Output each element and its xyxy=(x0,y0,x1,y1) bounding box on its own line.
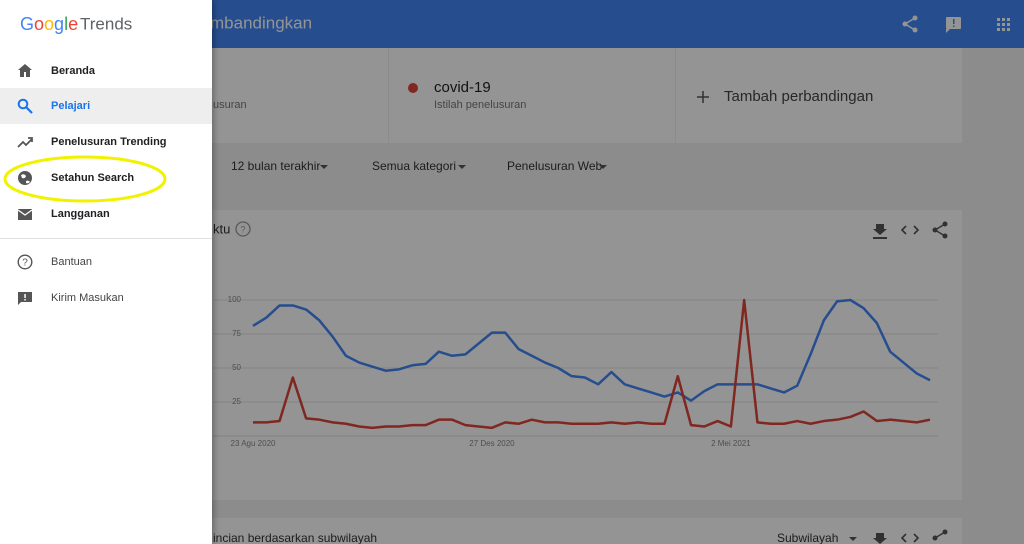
nav-item[interactable]: Setahun Search xyxy=(0,160,212,196)
nav-item[interactable]: Kirim Masukan xyxy=(0,280,212,316)
term-subtitle: usuran xyxy=(213,99,247,111)
plot-area: 25 50 75 100 23 Agu 2020 27 Des 2020 2 Mei 202… xyxy=(213,295,938,448)
share-button[interactable] xyxy=(932,529,948,541)
filter-dropdown[interactable]: Penelusuran Web xyxy=(507,159,603,173)
term-subtitle: Istilah penelusuran xyxy=(434,99,526,111)
logo: Google Trends xyxy=(20,14,132,34)
share-button[interactable] xyxy=(902,15,918,33)
nav-item[interactable]: Pelajari xyxy=(0,88,212,124)
series-line xyxy=(252,298,931,402)
x-tick-label: 23 Agu 2020 xyxy=(231,439,276,448)
nav-drawer: Google Trends Beranda Pelajari Penelusur… xyxy=(0,0,212,544)
globe-icon xyxy=(18,171,32,185)
trending-icon xyxy=(17,137,33,148)
add-comparison[interactable]: Tambah perbandingan xyxy=(724,88,873,105)
logo-brand: Google xyxy=(20,14,78,34)
y-tick-label: 50 xyxy=(232,363,241,372)
x-tick-label: 27 Des 2020 xyxy=(469,439,515,448)
x-tick-label: 2 Mei 2021 xyxy=(711,439,751,448)
feedback-icon xyxy=(18,292,32,305)
feedback-button[interactable] xyxy=(946,17,961,33)
nav-label: Langganan xyxy=(51,208,110,220)
filter-dropdown[interactable]: 12 bulan terakhir xyxy=(231,159,320,173)
dropdown-arrow xyxy=(458,165,466,169)
add-comparison-card[interactable] xyxy=(676,48,962,143)
apps-button[interactable] xyxy=(997,18,1010,31)
term-color xyxy=(408,83,418,93)
share-chart-button[interactable] xyxy=(932,221,948,239)
nav-label: Setahun Search xyxy=(51,172,135,184)
filter-dropdown[interactable]: Semua kategori xyxy=(372,159,456,173)
dropdown-arrow xyxy=(320,165,328,169)
help-icon-glyph: ? xyxy=(240,224,245,234)
download-button[interactable] xyxy=(873,224,887,239)
download-button[interactable] xyxy=(873,533,887,544)
term-card[interactable] xyxy=(389,48,675,143)
mail-icon xyxy=(17,209,33,220)
help-icon[interactable] xyxy=(235,221,251,237)
nav-item[interactable]: Langganan xyxy=(0,196,212,232)
nav-item[interactable]: Penelusuran Trending xyxy=(0,124,212,160)
embed-button[interactable] xyxy=(900,225,920,235)
y-tick-label: 25 xyxy=(232,397,241,406)
subregion-title: incian berdasarkan subwilayah xyxy=(213,531,377,544)
y-tick-label: 75 xyxy=(232,329,241,338)
nav-label: Kirim Masukan xyxy=(51,292,124,304)
y-tick-label: 100 xyxy=(228,295,242,304)
nav-label: Penelusuran Trending xyxy=(51,136,167,148)
dropdown-arrow xyxy=(849,537,857,541)
dropdown-arrow xyxy=(599,165,607,169)
divider xyxy=(0,238,212,239)
series-line xyxy=(253,298,931,430)
nav-item[interactable]: ? Bantuan xyxy=(0,244,212,280)
nav-label: Pelajari xyxy=(51,100,91,112)
page-title: mbandingkan xyxy=(210,13,312,32)
help-icon: ? xyxy=(17,254,33,270)
chart-card xyxy=(200,210,962,500)
term-name: covid-19 xyxy=(434,79,491,96)
nav-label: Bantuan xyxy=(51,256,92,268)
plus-icon xyxy=(697,91,709,103)
svg-text:?: ? xyxy=(22,258,28,269)
embed-button[interactable] xyxy=(900,533,920,543)
nav-label: Beranda xyxy=(51,65,96,77)
chart-card-title: ktu xyxy=(213,221,230,236)
home-icon xyxy=(18,64,32,77)
nav-item[interactable]: Beranda xyxy=(0,53,212,89)
term-card[interactable] xyxy=(200,48,388,143)
search-icon xyxy=(17,98,33,114)
logo-product: Trends xyxy=(80,14,132,33)
subregion-dropdown[interactable]: Subwilayah xyxy=(777,531,838,544)
subregion-card xyxy=(200,518,962,544)
